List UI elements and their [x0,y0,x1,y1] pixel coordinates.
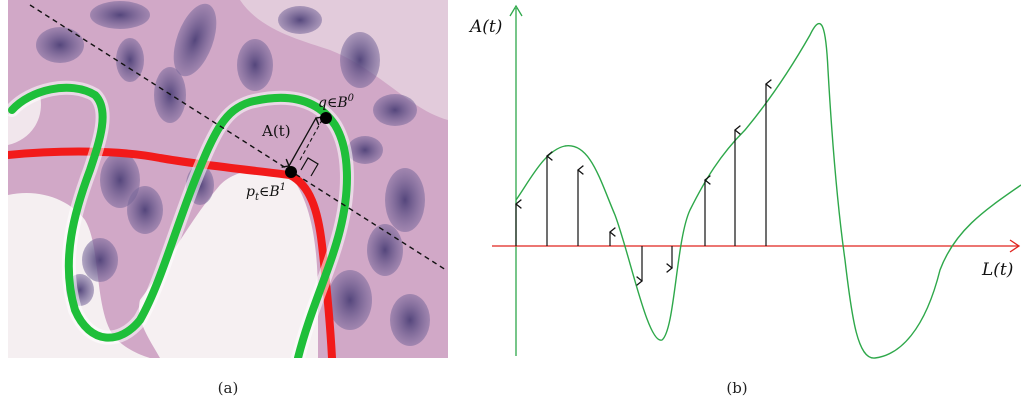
curve-A [515,22,1021,359]
distance-arrow [281,116,324,168]
vector-arrows [514,79,772,286]
label-A-t: A(t) [261,122,291,140]
nuclei [36,1,430,346]
caption-b: (b) [726,379,747,397]
panel-a-image: A(t) q∈B0 pt∈B1 [8,0,448,358]
x-axis-label: L(t) [981,260,1013,280]
y-axis-label: A(t) [468,17,502,37]
point-p [285,166,297,178]
tangent-dashed-line [29,4,447,271]
right-angle-marker [300,157,319,177]
label-p: pt∈B1 [246,182,286,203]
panel-b-plot: A(t) L(t) [468,4,1021,359]
caption-a: (a) [218,379,239,397]
label-q: q∈B0 [318,93,355,111]
point-q [320,112,332,124]
